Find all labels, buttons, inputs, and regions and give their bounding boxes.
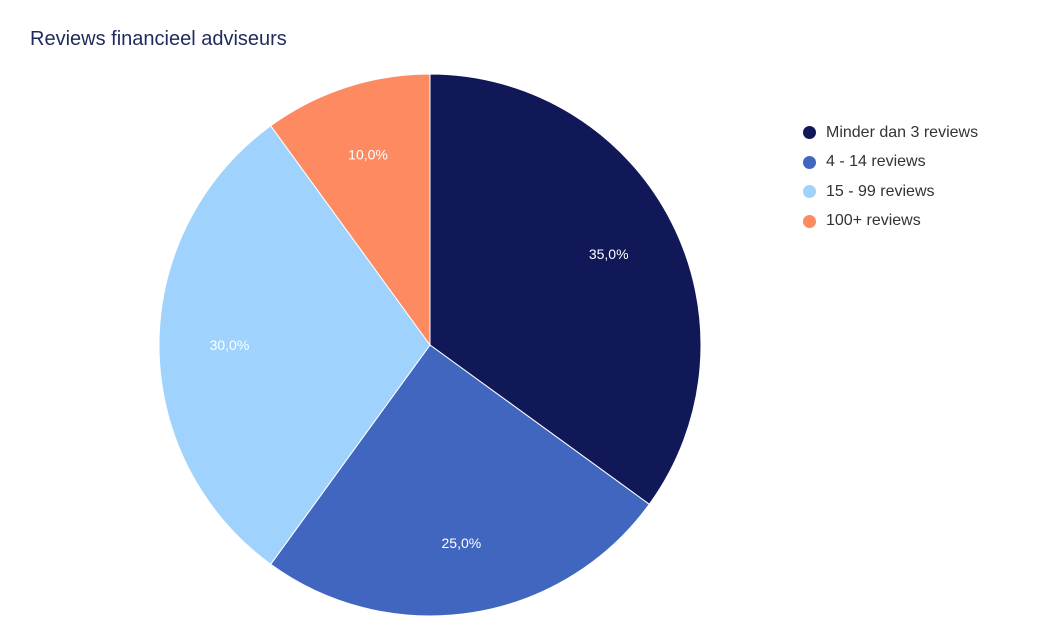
legend-label: 100+ reviews bbox=[826, 212, 921, 230]
slice-data-label: 25,0% bbox=[442, 535, 482, 551]
chart-legend: Minder dan 3 reviews 4 - 14 reviews 15 -… bbox=[803, 118, 978, 236]
slice-data-label: 35,0% bbox=[589, 246, 629, 262]
pie-slice[interactable] bbox=[158, 125, 431, 565]
pie-slice[interactable] bbox=[270, 344, 650, 617]
chart-title: Reviews financieel adviseurs bbox=[30, 28, 287, 50]
pie-slice[interactable] bbox=[429, 73, 702, 505]
legend-label: 4 - 14 reviews bbox=[826, 153, 926, 171]
legend-swatch bbox=[803, 126, 816, 140]
legend-label: Minder dan 3 reviews bbox=[826, 123, 979, 141]
legend-item[interactable]: 4 - 14 reviews bbox=[803, 148, 978, 178]
legend-label: 15 - 99 reviews bbox=[826, 182, 935, 200]
pie-slice[interactable] bbox=[270, 73, 431, 347]
legend-swatch bbox=[803, 214, 816, 228]
legend-swatch bbox=[803, 155, 816, 169]
legend-item[interactable]: 100+ reviews bbox=[803, 207, 978, 237]
legend-swatch bbox=[803, 185, 816, 199]
legend-item[interactable]: 15 - 99 reviews bbox=[803, 177, 978, 207]
legend-item[interactable]: Minder dan 3 reviews bbox=[803, 118, 978, 148]
slice-data-label: 30,0% bbox=[210, 337, 250, 353]
slice-data-label: 10,0% bbox=[348, 146, 388, 162]
